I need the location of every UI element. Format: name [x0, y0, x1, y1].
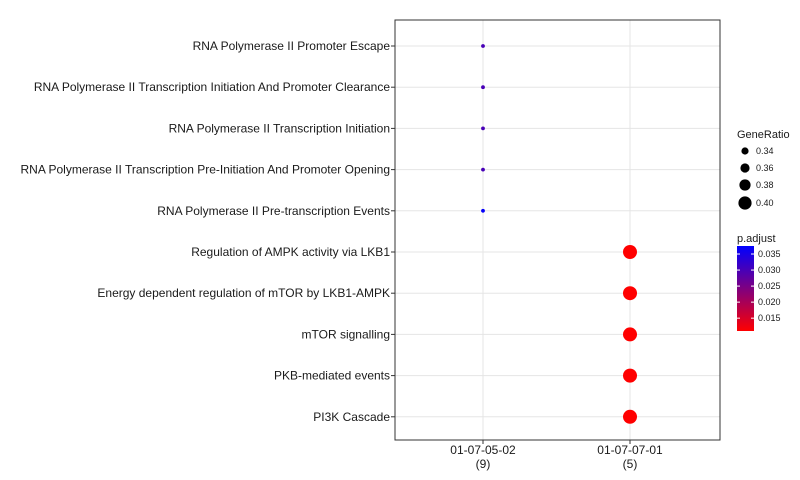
gene-ratio-legend-label: 0.36 — [756, 163, 774, 173]
data-point — [623, 286, 637, 301]
data-point — [481, 44, 485, 48]
colorbar-tick-label: 0.020 — [758, 297, 781, 307]
y-tick-label: RNA Polymerase II Transcription Initiati… — [169, 121, 390, 135]
p-adjust-colorbar — [737, 246, 754, 331]
data-point — [623, 327, 637, 342]
colorbar-tick-label: 0.025 — [758, 281, 781, 291]
gene-ratio-legend-label: 0.38 — [756, 180, 774, 190]
y-tick-label: RNA Polymerase II Transcription Pre-Init… — [20, 163, 390, 177]
colorbar-tick-label: 0.035 — [758, 249, 781, 259]
y-axis: RNA Polymerase II Promoter Escape RNA Pol… — [20, 39, 395, 424]
grid-lines — [395, 20, 720, 440]
x-tick-label: 01-07-07-01 — [597, 443, 663, 457]
y-tick-label: RNA Polymerase II Pre-transcription Even… — [157, 204, 390, 218]
plot-panel-border — [394, 19, 721, 441]
gene-ratio-legend: GeneRatio 0.34 0.36 0.38 0.40 — [737, 129, 790, 210]
y-tick-label: Energy dependent regulation of mTOR by L… — [97, 286, 390, 300]
p-adjust-legend: p.adjust 0.035 0.030 0.025 0.020 0.015 — [737, 233, 781, 331]
data-point — [623, 409, 637, 424]
gene-ratio-legend-key — [741, 147, 749, 155]
data-point — [623, 245, 637, 259]
x-tick-label: 01-07-05-02 — [450, 443, 516, 457]
x-axis: 01-07-05-02(9) 01-07-07-01(5) — [450, 440, 663, 471]
colorbar-tick-label: 0.015 — [758, 313, 781, 323]
y-tick-label: PKB-mediated events — [274, 369, 390, 383]
data-point — [481, 167, 485, 172]
data-point — [623, 368, 637, 383]
gene-ratio-legend-label: 0.40 — [756, 198, 774, 208]
y-tick-label: RNA Polymerase II Transcription Initiati… — [34, 80, 390, 94]
x-tick-count: (5) — [623, 457, 638, 471]
x-tick-count: (9) — [476, 457, 491, 471]
gene-ratio-legend-title: GeneRatio — [737, 129, 790, 141]
colorbar-tick-label: 0.030 — [758, 265, 781, 275]
y-tick-label: mTOR signalling — [302, 327, 390, 341]
gene-ratio-legend-key — [739, 179, 751, 191]
y-tick-label: Regulation of AMPK activity via LKB1 — [191, 245, 390, 259]
p-adjust-legend-title: p.adjust — [737, 233, 776, 245]
y-tick-label: RNA Polymerase II Promoter Escape — [193, 39, 391, 53]
data-point — [481, 85, 485, 90]
data-point — [481, 208, 485, 213]
gene-ratio-legend-key — [740, 163, 750, 173]
gene-ratio-legend-label: 0.34 — [756, 146, 774, 156]
data-points — [481, 44, 637, 424]
gene-ratio-legend-key — [738, 196, 752, 210]
data-point — [481, 126, 485, 131]
y-tick-label: PI3K Cascade — [313, 410, 390, 424]
